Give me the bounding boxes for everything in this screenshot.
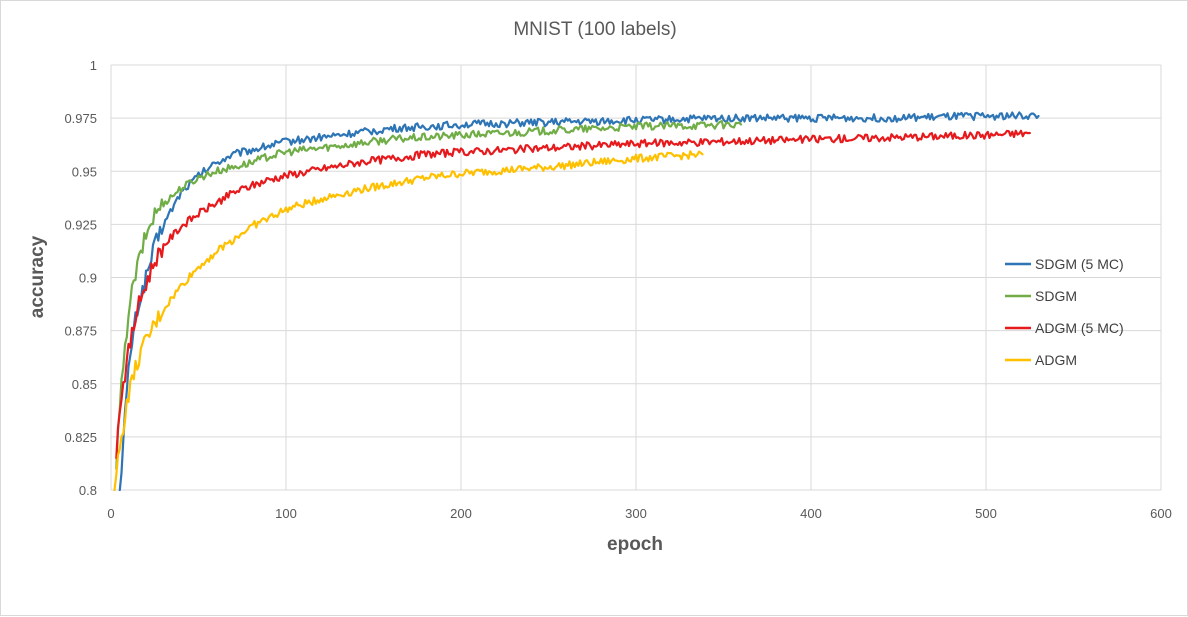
series-lines	[113, 111, 1040, 492]
series-line	[115, 119, 743, 470]
y-tick-label: 0.85	[72, 377, 97, 392]
chart-title: MNIST (100 labels)	[513, 19, 676, 40]
y-tick-label: 0.95	[72, 164, 97, 179]
x-tick-label: 600	[1150, 506, 1172, 521]
legend-label: SDGM (5 MC)	[1035, 256, 1124, 272]
x-tick-label: 400	[800, 506, 822, 521]
y-tick-label: 1	[90, 58, 97, 73]
x-axis-title: epoch	[607, 534, 663, 555]
y-tick-label: 0.8	[79, 483, 97, 498]
x-tick-label: 500	[975, 506, 997, 521]
x-tick-label: 0	[107, 506, 114, 521]
legend-label: ADGM (5 MC)	[1035, 320, 1124, 336]
y-tick-labels: 0.8 0.825 0.85 0.875 0.9 0.925 0.95 0.975 1	[64, 58, 97, 498]
x-tick-label: 100	[275, 506, 297, 521]
series-line	[113, 150, 704, 492]
series-line	[118, 111, 1040, 492]
legend-label: SDGM	[1035, 288, 1077, 304]
y-tick-label: 0.875	[64, 324, 97, 339]
y-tick-label: 0.825	[64, 430, 97, 445]
legend-label: ADGM	[1035, 352, 1077, 368]
series-line	[115, 129, 1031, 460]
x-tick-label: 300	[625, 506, 647, 521]
y-axis-title: accuracy	[27, 235, 48, 318]
x-tick-label: 200	[450, 506, 472, 521]
x-tick-labels: 0 100 200 300 400 500 600	[107, 506, 1171, 521]
y-tick-label: 0.925	[64, 217, 97, 232]
y-tick-label: 0.975	[64, 111, 97, 126]
legend: SDGM (5 MC) SDGM ADGM (5 MC) ADGM	[1005, 256, 1124, 368]
y-tick-label: 0.9	[79, 271, 97, 286]
